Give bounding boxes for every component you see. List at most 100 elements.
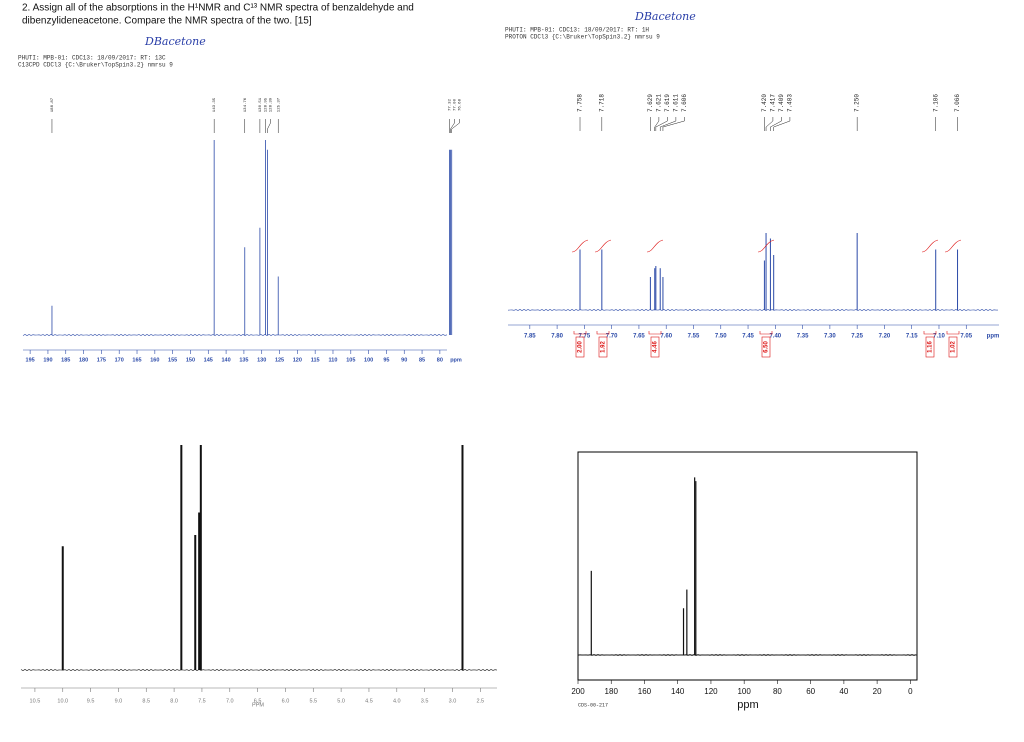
x-tick-label: 2.5 <box>476 698 484 704</box>
x-tick-label: 7.05 <box>960 334 972 340</box>
x-tick-label: 7.15 <box>906 334 918 340</box>
x-tick-label: 7.65 <box>633 334 645 340</box>
plot-frame <box>577 451 918 681</box>
x-tick-label: 7.75 <box>579 334 591 340</box>
x-tick-label: 7.35 <box>797 334 809 340</box>
spectrum-header: PHUTI: MPB-01: CDC13: 18/09/2017: RT: 13… <box>18 55 166 62</box>
x-tick-label: 160 <box>150 357 159 363</box>
x-tick-label: 140 <box>221 357 230 363</box>
x-tick-label: 7.80 <box>551 334 563 340</box>
x-tick-label: 40 <box>839 687 848 696</box>
x-axis-label: PPM <box>252 702 264 708</box>
x-axis-label: ppm <box>987 334 1000 340</box>
peak-label: 7.250 <box>854 94 861 112</box>
x-tick-label: 160 <box>638 687 652 696</box>
question-line: dibenzylideneacetone. Compare the NMR sp… <box>22 16 312 27</box>
peak-label: 7.409 <box>778 94 785 112</box>
spectrum-header: PROTON CDCl3 {C:\Bruker\TopSpin3.2} nmrs… <box>505 34 660 41</box>
integral-label: 1.16 <box>928 341 934 353</box>
integral-bracket <box>596 331 610 335</box>
x-tick-label: 0 <box>908 687 913 696</box>
x-tick-label: 3.5 <box>421 698 429 704</box>
integral-box <box>598 336 608 358</box>
peak-label: 7.629 <box>647 94 654 112</box>
x-tick-label: 7.40 <box>769 334 781 340</box>
integral-curve <box>646 239 664 253</box>
integral-box <box>761 336 771 358</box>
x-tick-label: 130 <box>257 357 266 363</box>
x-tick-label: 125 <box>275 357 284 363</box>
spectrum-header: C13CPD CDCl3 {C:\Bruker\TopSpin3.2} nmrs… <box>18 62 173 69</box>
peak-label: 7.611 <box>672 94 679 112</box>
x-tick-label: 7.20 <box>879 334 891 340</box>
peak-label: 77.00 <box>453 98 457 111</box>
x-tick-label: 180 <box>605 687 619 696</box>
x-tick-label: 7.85 <box>524 334 536 340</box>
integral-box <box>650 336 660 358</box>
x-tick-label: 145 <box>204 357 213 363</box>
x-tick-label: 85 <box>419 357 425 363</box>
x-tick-label: 120 <box>704 687 718 696</box>
x-tick-label: 110 <box>329 357 338 363</box>
x-tick-label: 175 <box>97 357 106 363</box>
peak-label: 7.758 <box>577 94 584 112</box>
x-tick-label: 3.0 <box>449 698 457 704</box>
integral-box <box>925 336 935 358</box>
peak-label-leader <box>773 117 791 131</box>
peak-label: 7.606 <box>681 94 688 112</box>
peak-label: 7.718 <box>598 94 605 112</box>
x-tick-label: 7.5 <box>198 698 206 704</box>
baseline <box>22 334 448 336</box>
peak-label: 7.619 <box>664 94 671 112</box>
integral-bracket <box>759 331 773 335</box>
x-tick-label: 7.60 <box>660 334 672 340</box>
peak-label: 125.37 <box>277 97 281 112</box>
x-tick-label: 10.0 <box>57 698 68 704</box>
x-tick-label: 200 <box>571 687 585 696</box>
peak-label-leader <box>450 119 455 133</box>
x-tick-label: 4.5 <box>365 698 373 704</box>
x-tick-label: 9.5 <box>87 698 95 704</box>
x-tick-label: 60 <box>806 687 815 696</box>
peak-label-leader <box>655 117 668 131</box>
peak-label-leader <box>770 117 782 131</box>
spectrum-header: PHUTI: MPB-01: CDC13: 18/09/2017: RT: 1H <box>505 27 649 34</box>
integral-label: 4.46 <box>653 341 659 353</box>
x-tick-label: 5.5 <box>309 698 317 704</box>
integral-bracket <box>573 331 587 335</box>
x-tick-label: 5.0 <box>337 698 345 704</box>
integral-box <box>948 336 958 358</box>
baseline <box>507 309 998 311</box>
x-axis-label: ppm <box>450 357 462 363</box>
peak-label: 7.420 <box>761 94 768 112</box>
x-tick-label: 7.70 <box>606 334 618 340</box>
peak-label: 143.35 <box>213 97 217 112</box>
x-tick-label: 7.10 <box>933 334 945 340</box>
peak-label: 76.68 <box>458 98 462 111</box>
peak-label: 7.417 <box>769 94 776 112</box>
integral-curve <box>944 239 962 253</box>
x-tick-label: 6.0 <box>282 698 290 704</box>
integral-curve <box>594 239 612 253</box>
peak-label-leader <box>267 119 271 133</box>
peak-label: 7.403 <box>786 94 793 112</box>
x-tick-label: 170 <box>115 357 124 363</box>
peak-label: 7.066 <box>954 94 961 112</box>
peak-label: 130.51 <box>259 97 263 112</box>
x-tick-label: 140 <box>671 687 685 696</box>
integral-label: 1.92 <box>601 341 607 353</box>
integral-bracket <box>946 331 960 335</box>
x-tick-label: 155 <box>168 357 177 363</box>
x-tick-label: 7.30 <box>824 334 836 340</box>
integral-curve <box>571 239 589 253</box>
peak-label-leader <box>659 117 677 131</box>
x-tick-label: 7.25 <box>851 334 863 340</box>
x-tick-label: 100 <box>737 687 751 696</box>
x-tick-label: 180 <box>79 357 88 363</box>
peak-label: 128.39 <box>270 97 274 112</box>
x-tick-label: 190 <box>43 357 52 363</box>
peak-label-leader <box>451 119 460 133</box>
peak-label-leader <box>765 117 774 131</box>
integral-label: 1.02 <box>951 341 957 353</box>
